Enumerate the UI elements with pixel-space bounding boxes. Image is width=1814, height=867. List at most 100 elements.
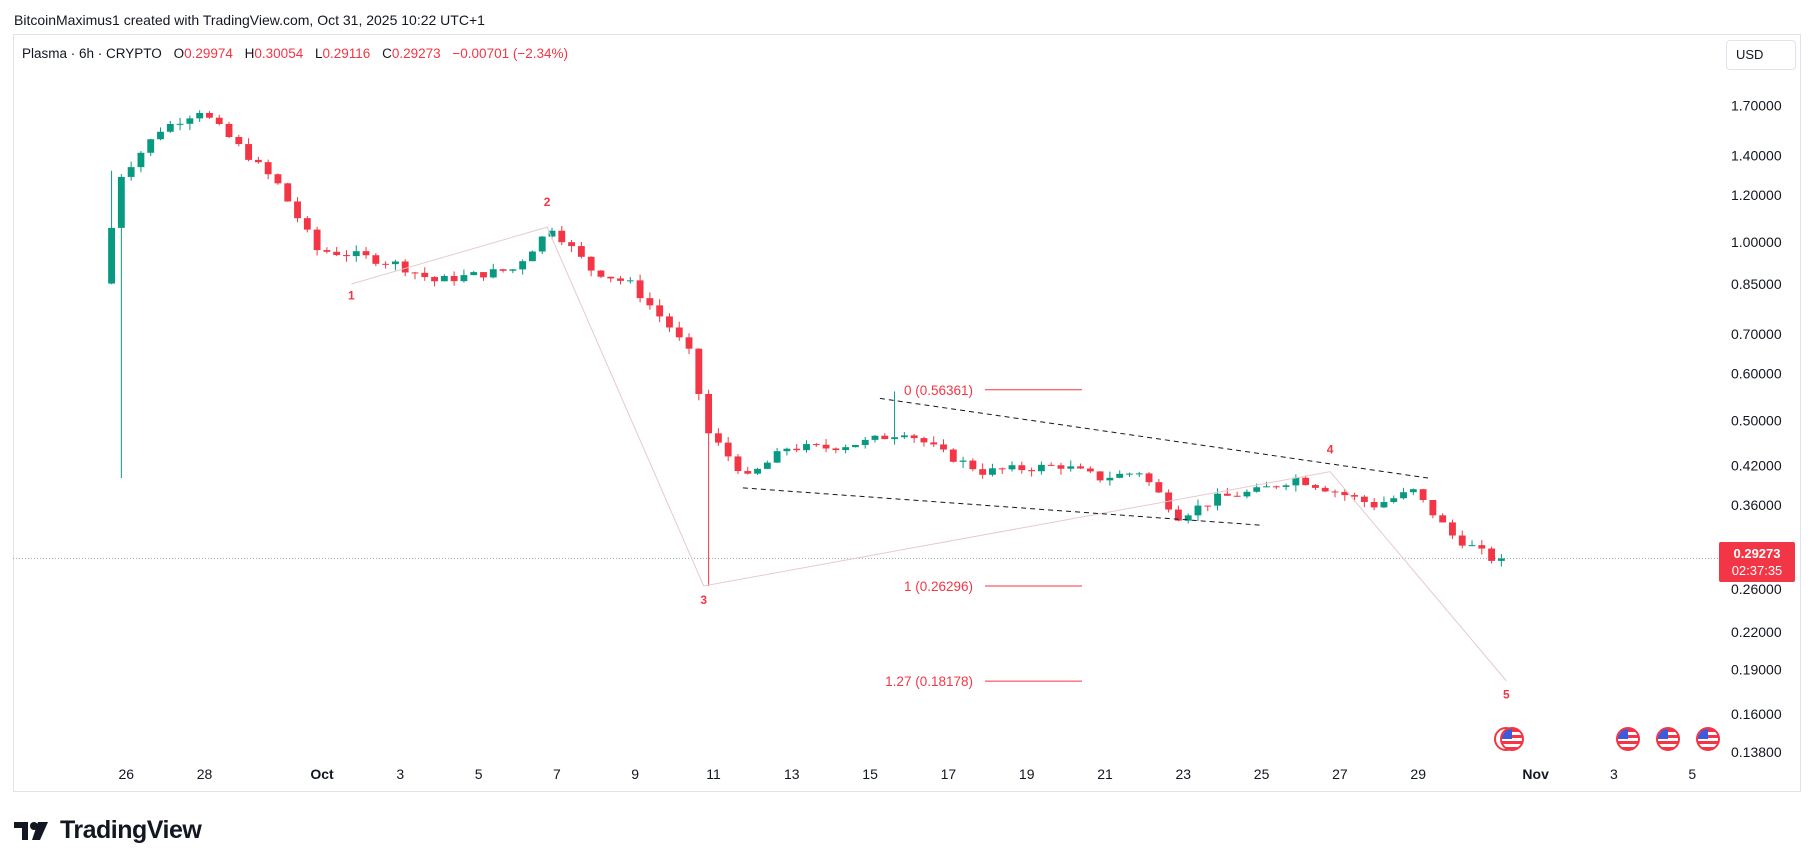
candle [754, 467, 761, 475]
candle [372, 253, 380, 267]
candle [1449, 519, 1456, 540]
price-tick-label: 1.40000 [1731, 148, 1782, 164]
candle [989, 463, 996, 477]
candle [1155, 479, 1163, 494]
time-tick-label: 19 [1019, 766, 1035, 782]
candle [1439, 513, 1447, 523]
candle [597, 270, 605, 278]
candle [773, 447, 781, 463]
candle [891, 391, 898, 445]
candle [303, 216, 311, 233]
tradingview-logo-text: TradingView [60, 816, 202, 844]
fib-level-label: 1.27 (0.18178) [885, 674, 973, 689]
candle [1204, 505, 1212, 512]
candle [930, 436, 938, 447]
chart-attribution: BitcoinMaximus1 created with TradingView… [14, 12, 485, 28]
candle [1116, 470, 1124, 479]
candle [1037, 461, 1045, 475]
candle [1360, 495, 1368, 508]
time-tick-label: 7 [553, 766, 561, 782]
candle [264, 159, 272, 180]
candle [450, 271, 458, 286]
candle [489, 263, 497, 279]
last-price-tag: 0.29273 02:37:35 [1719, 542, 1795, 582]
candle [558, 225, 566, 246]
low-value: 0.29116 [322, 46, 371, 61]
elliott-wave-path [351, 226, 1507, 682]
high-value: 0.30054 [254, 46, 304, 61]
candle [1272, 485, 1280, 490]
time-tick-label: 25 [1254, 766, 1270, 782]
price-tick-label: 1.70000 [1731, 98, 1782, 114]
us-flag-icon[interactable] [1500, 727, 1524, 751]
time-tick-label: 23 [1176, 766, 1192, 782]
candle [1145, 472, 1153, 486]
candle [1018, 461, 1026, 474]
candle [343, 250, 350, 262]
close-label: C [382, 46, 392, 61]
tradingview-logo[interactable]: TradingView [14, 816, 202, 845]
candle [294, 197, 301, 223]
candle [636, 274, 644, 303]
candle [1194, 499, 1202, 522]
candle [382, 261, 390, 269]
candle [685, 333, 693, 355]
candle [1106, 471, 1114, 486]
candle [949, 448, 957, 463]
candle [206, 111, 213, 119]
candle [352, 245, 360, 262]
price-tick-label: 1.00000 [1731, 234, 1782, 250]
candle [1497, 554, 1505, 567]
candle [1390, 495, 1398, 504]
candle [391, 259, 399, 271]
candle [1312, 484, 1319, 490]
time-tick-label: 17 [941, 766, 957, 782]
candle [274, 173, 282, 185]
symbol-label: Plasma · 6h · CRYPTO [22, 46, 162, 61]
candle [108, 170, 115, 285]
candle [1478, 540, 1486, 555]
candle [157, 127, 164, 141]
candle [215, 114, 223, 126]
candle [235, 134, 243, 147]
candle [842, 444, 850, 454]
price-tick-label: 0.19000 [1731, 662, 1782, 678]
price-tick-label: 1.20000 [1731, 187, 1782, 203]
time-axis: 26 28 Oct 3 5 7 9 11 13 15 17 19 21 23 25 27 29 Nov 3 5 [118, 766, 1696, 782]
last-price-value: 0.29273 [1733, 546, 1781, 561]
candle [529, 250, 536, 262]
candle [1067, 460, 1075, 472]
candle [861, 436, 869, 449]
chart-frame [13, 34, 1801, 792]
us-flag-icon[interactable] [1616, 727, 1640, 751]
candle [480, 271, 487, 281]
price-axis: 1.70000 1.40000 1.20000 1.00000 0.85000 0.700… [1731, 98, 1782, 760]
candle [499, 268, 507, 273]
price-tick-label: 0.60000 [1731, 366, 1782, 382]
candle [440, 274, 448, 282]
price-tick-label: 0.22000 [1731, 624, 1782, 640]
candle [675, 321, 683, 341]
candle [519, 259, 527, 275]
candle [587, 256, 595, 277]
candle [910, 433, 918, 443]
candle [470, 271, 478, 276]
candle [431, 276, 438, 287]
currency-button[interactable]: USD [1726, 40, 1796, 70]
wave-label: 1 [348, 289, 355, 303]
price-tick-label: 0.50000 [1731, 413, 1782, 429]
candle [196, 110, 204, 122]
candle [1263, 481, 1270, 488]
us-flag-icon[interactable] [1696, 727, 1720, 751]
us-flag-icon[interactable] [1656, 727, 1680, 751]
candle [1409, 488, 1417, 496]
candle [254, 156, 262, 164]
time-tick-label: 27 [1332, 766, 1348, 782]
time-tick-label: 3 [1610, 766, 1618, 782]
wave-label: 2 [544, 195, 551, 209]
time-tick-label: 11 [706, 766, 721, 782]
candle [1126, 472, 1133, 477]
time-tick-label: 5 [475, 766, 483, 782]
candle [1380, 496, 1388, 509]
